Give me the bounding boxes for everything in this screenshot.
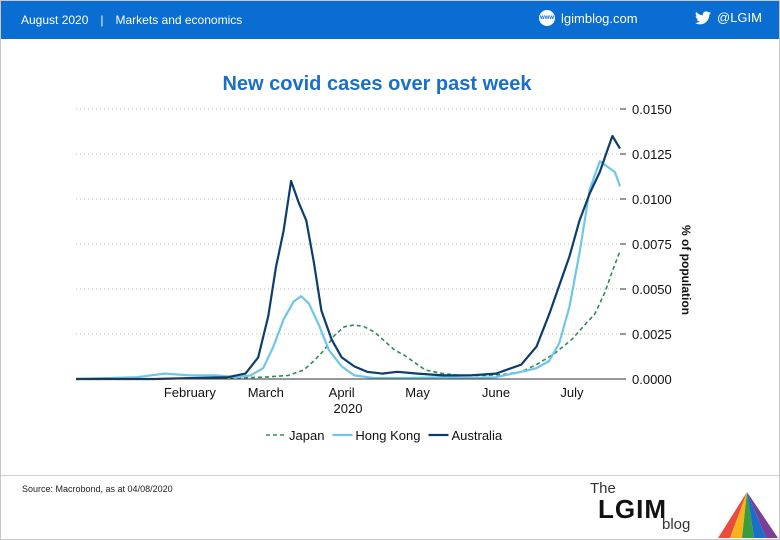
logo-blog: blog [662,516,691,533]
header-date: August 2020 [21,13,89,27]
y-tick-label: 0.0075 [632,237,672,252]
chart-gridlines [76,108,620,335]
y-tick-label: 0.0025 [632,327,672,342]
y-tick-label: 0.0125 [632,147,672,162]
twitter-link[interactable]: @LGIM [695,10,762,25]
header-bar: August 2020 | Markets and economics www lg… [1,1,779,39]
y-tick-label: 0.0100 [632,192,672,207]
site-label: lgimblog.com [561,10,638,26]
header-separator: | [100,13,104,27]
x-axis-label: 2020 [334,401,363,416]
lgim-blog-logo: The LGIM blog [588,478,778,538]
y-axis-label: % of population [679,225,693,315]
header-section: Markets and economics [115,13,243,27]
y-axis: 0.0000 0.0025 0.0050 0.0075 0.0100 0.0125 0.01… [620,102,672,387]
globe-icon: www [539,10,555,26]
logo-lgim: LGIM [598,494,667,524]
source-note: Source: Macrobond, as at 04/08/2020 [22,484,173,494]
x-tick-label: February [164,385,217,400]
x-tick-label: July [560,385,584,400]
umbrella-logo-icon [718,492,778,538]
header-left: August 2020 | Markets and economics [21,13,242,27]
x-tick-label: April [329,385,355,400]
chart-legend: Japan Hong Kong Australia [266,428,503,443]
footer-divider [1,475,779,476]
legend-label-australia: Australia [451,428,502,443]
series-line-japan [76,250,621,380]
y-tick-label: 0.0000 [632,372,672,387]
chart-title: New covid cases over past week [222,73,532,95]
twitter-bird-icon [695,10,711,24]
site-link[interactable]: www lgimblog.com [539,10,638,26]
x-axis: February March April May June July [164,385,584,400]
x-tick-label: March [248,385,284,400]
legend-label-japan: Japan [289,428,324,443]
legend-label-hong-kong: Hong Kong [355,428,420,443]
y-tick-label: 0.0150 [632,102,672,117]
x-tick-label: May [405,385,430,400]
x-tick-label: June [482,385,510,400]
y-tick-label: 0.0050 [632,282,672,297]
series-line-australia [76,134,621,381]
social-handle: @LGIM [717,10,762,25]
chart: New covid cases over past week 0.00000.0… [75,73,693,443]
logo-the: The [590,480,616,497]
series-line-hong-kong [75,160,622,381]
chart-series [75,134,622,381]
